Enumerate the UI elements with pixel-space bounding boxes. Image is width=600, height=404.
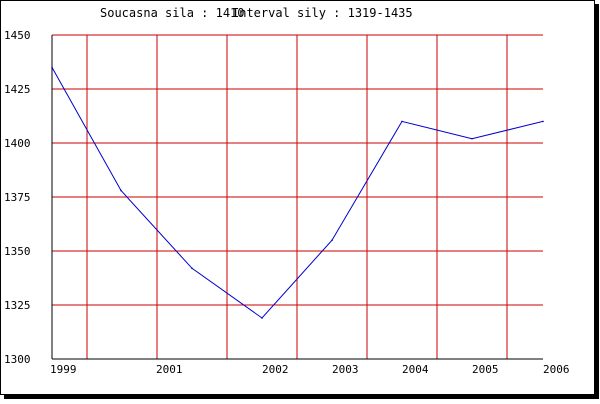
data-point (191, 267, 193, 270)
data-point (120, 189, 122, 192)
x-tick-label: 2004 (402, 363, 429, 376)
x-tick-label: 2006 (543, 363, 570, 376)
data-point (542, 120, 544, 123)
interval-label: Interval sily : 1319-1435 (232, 6, 413, 20)
y-tick-label: 1425 (4, 83, 31, 96)
y-tick-label: 1375 (4, 191, 31, 204)
data-series (51, 66, 544, 319)
y-tick-label: 1350 (4, 245, 31, 258)
y-tick-label: 1400 (4, 137, 31, 150)
grid-lines (52, 34, 543, 359)
y-tick-labels: 1450 1425 1400 1375 1350 1325 1300 (4, 29, 31, 366)
x-tick-label: 2001 (156, 363, 183, 376)
data-point (51, 66, 53, 69)
y-tick-label: 1450 (4, 29, 31, 42)
data-point (401, 120, 403, 123)
data-point (261, 317, 263, 319)
y-tick-label: 1300 (4, 353, 31, 366)
y-tick-label: 1325 (4, 299, 31, 312)
series-line (51, 67, 544, 319)
x-tick-label: 1999 (50, 363, 77, 376)
x-tick-label: 2003 (332, 363, 359, 376)
x-tick-label: 2005 (472, 363, 499, 376)
current-value-label: Soucasna sila : 1410 (100, 6, 245, 20)
x-tick-label: 2002 (262, 363, 289, 376)
data-point (331, 239, 333, 241)
data-point (471, 137, 473, 140)
axes (51, 35, 543, 360)
x-tick-labels: 1999 2001 2002 2003 2004 2005 2006 (50, 363, 570, 376)
